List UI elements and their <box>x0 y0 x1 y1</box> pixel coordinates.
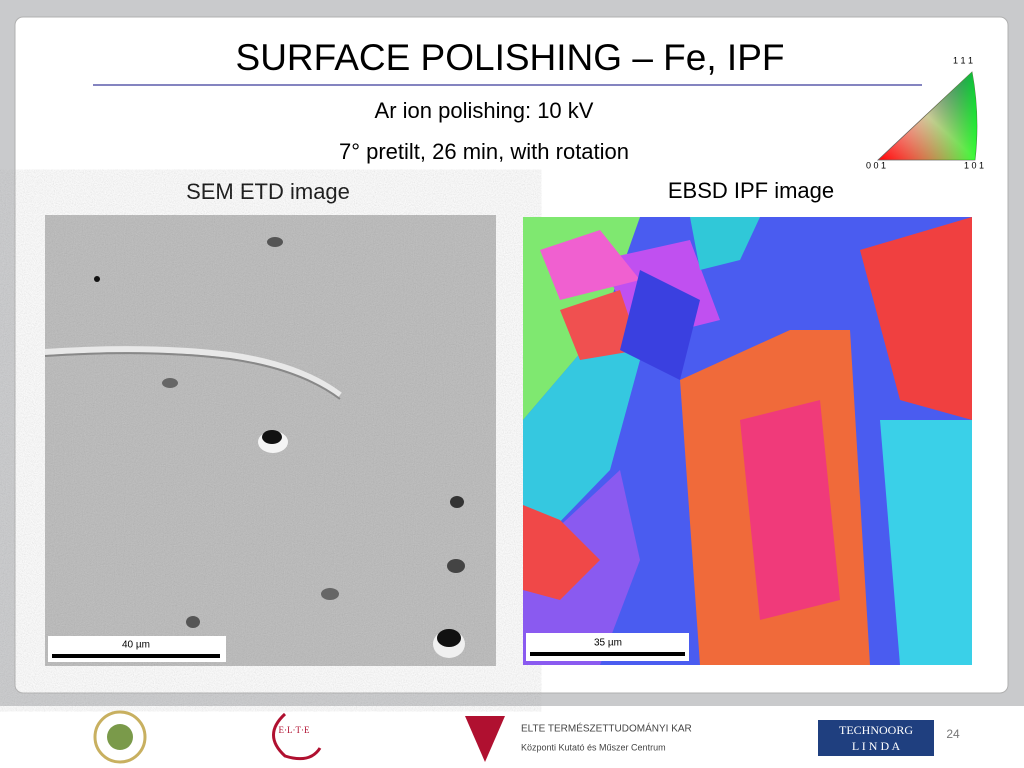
elte-logo: E·L·T·E <box>272 712 322 761</box>
sem-pit <box>447 559 465 573</box>
elte-text: E·L·T·E <box>279 725 310 735</box>
ttk-subname: Központi Kutató és Műszer Centrum <box>521 742 666 752</box>
ebsd-grain <box>523 330 640 560</box>
technoorg-text: TECHNOORG <box>839 723 913 737</box>
technoorg-box <box>818 720 934 756</box>
subtitle: Ar ion polishing: 10 kV <box>375 98 594 123</box>
seal-center <box>107 724 133 750</box>
sem-pit <box>262 430 282 444</box>
ttk-logo: ELTE TERMÉSZETTUDOMÁNYI KAR Központi Kut… <box>465 716 692 762</box>
ebsd-grain <box>523 505 600 600</box>
scale-bar <box>530 652 685 656</box>
ttk-name: ELTE TERMÉSZETTUDOMÁNYI KAR <box>521 722 692 735</box>
elte-arc <box>272 712 322 761</box>
scale-bar-label: 35 µm <box>594 638 622 649</box>
sem-pit <box>321 588 339 600</box>
sem-pit <box>267 237 283 247</box>
sem-pit <box>437 629 461 647</box>
ipf-legend: 1 1 1 0 0 1 1 0 1 <box>866 55 984 170</box>
sem-pit <box>94 276 100 282</box>
ebsd-image: 35 µm <box>523 217 972 665</box>
ipf-label: 1 0 1 <box>964 160 984 170</box>
sem-pit <box>450 496 464 508</box>
scale-bar <box>52 654 220 658</box>
sem-image: 40 µm <box>44 215 496 666</box>
scale-bar-box <box>526 633 689 661</box>
ebsd-grain <box>560 290 640 360</box>
linda-text: L I N D A <box>852 739 901 753</box>
subtitle: 7° pretilt, 26 min, with rotation <box>339 139 629 164</box>
ebsd-grain <box>740 400 840 620</box>
sem-scratch-shadow <box>44 352 341 400</box>
technoorg-logo: TECHNOORG L I N D A <box>818 720 934 756</box>
ebsd-grain <box>880 420 972 665</box>
university-seal <box>93 710 147 764</box>
scale-bar-label: 40 µm <box>122 640 150 651</box>
ebsd-grain <box>620 270 700 380</box>
panel-caption: SEM ETD image <box>186 179 350 204</box>
sem-pit <box>186 616 200 628</box>
sem-pit <box>162 378 178 388</box>
sem-scratch <box>44 346 342 398</box>
ebsd-grain <box>860 217 972 420</box>
ttk-mark <box>465 716 505 762</box>
ebsd-grain <box>690 217 760 270</box>
panel-caption: EBSD IPF image <box>668 178 834 203</box>
ebsd-grain <box>540 230 640 300</box>
ipf-triangle-overlay <box>878 72 977 160</box>
ipf-label: 1 1 1 <box>953 55 973 65</box>
page-number: 24 <box>946 727 960 741</box>
ipf-label: 0 0 1 <box>866 160 886 170</box>
slide-title: SURFACE POLISHING – Fe, IPF <box>236 37 785 78</box>
